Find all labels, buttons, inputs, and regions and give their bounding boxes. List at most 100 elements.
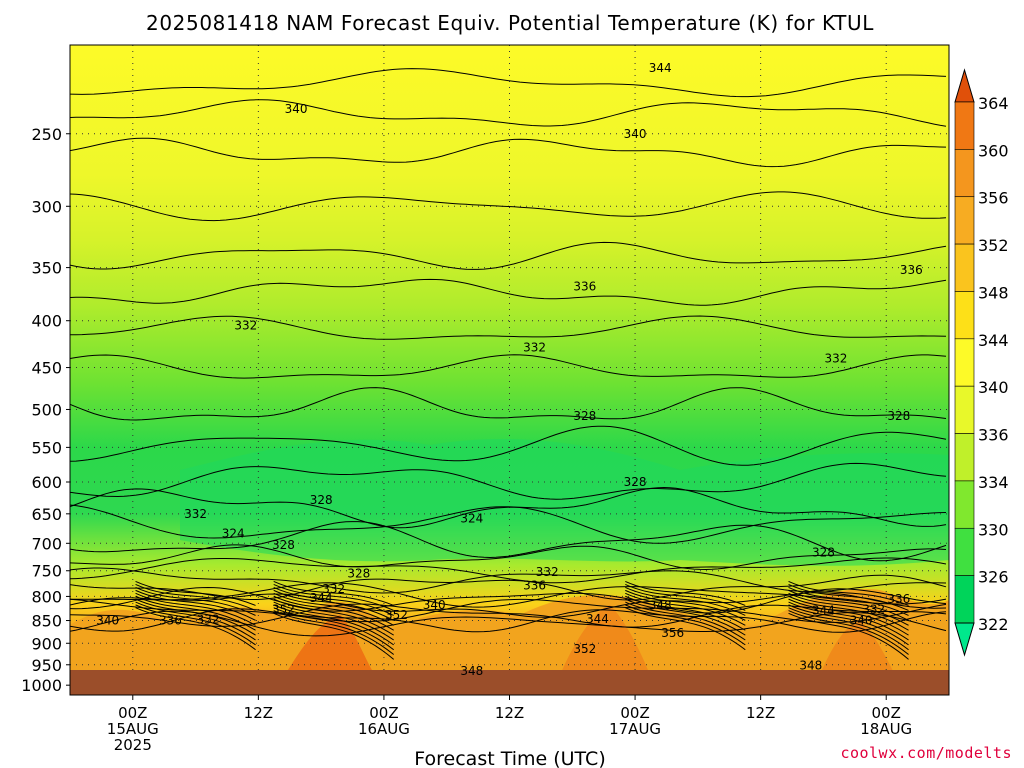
y-tick-label: 300 bbox=[31, 197, 62, 216]
contour-line bbox=[70, 557, 947, 584]
contour-label: 344 bbox=[586, 612, 609, 626]
contour-line bbox=[625, 589, 746, 621]
y-tick-label: 700 bbox=[31, 534, 62, 553]
contour-line bbox=[788, 586, 909, 616]
contour-line bbox=[788, 610, 909, 655]
contour-line bbox=[70, 610, 947, 637]
contour-line bbox=[625, 598, 746, 636]
moist-region bbox=[180, 439, 949, 566]
colorbar-segment bbox=[954, 338, 975, 387]
colorbar-label: 336 bbox=[978, 426, 1009, 445]
colorbar-label: 364 bbox=[978, 94, 1009, 113]
contour-line bbox=[625, 580, 746, 606]
contour-label: 348 bbox=[460, 664, 483, 678]
x-tick-label: 18AUG bbox=[860, 720, 912, 738]
y-tick-label: 800 bbox=[31, 587, 62, 606]
contour-label: 332 bbox=[184, 507, 207, 521]
contour-line bbox=[273, 580, 394, 606]
contour-line bbox=[70, 504, 947, 544]
contour-label: 356 bbox=[661, 626, 684, 640]
contour-label: 328 bbox=[310, 493, 333, 507]
contour-line bbox=[625, 607, 746, 651]
x-tick-label: 2025 bbox=[114, 736, 152, 754]
contour-line bbox=[70, 278, 947, 306]
colorbar-segment bbox=[954, 149, 975, 198]
colorbar-arrow-bottom bbox=[954, 622, 975, 657]
x-tick-label: 00Z bbox=[620, 704, 649, 722]
contour-line bbox=[135, 598, 256, 636]
contour-line bbox=[273, 583, 394, 611]
y-tick-label: 900 bbox=[31, 634, 62, 653]
colorbar-segment bbox=[954, 243, 975, 292]
contour-line bbox=[788, 580, 909, 606]
x-tick-label: 12Z bbox=[746, 704, 775, 722]
x-tick-label: 12Z bbox=[495, 704, 524, 722]
contour-label: 344 bbox=[310, 591, 333, 605]
contour-line bbox=[273, 604, 394, 646]
x-tick-label: 12Z bbox=[244, 704, 273, 722]
contour-line bbox=[135, 601, 256, 641]
x-tick-label: 17AUG bbox=[609, 720, 661, 738]
contour-line bbox=[788, 592, 909, 626]
contour-line bbox=[70, 608, 947, 633]
y-axis: 250 300 350 400 450 500 550 600 650 700 750 800 850 9… bbox=[21, 125, 70, 695]
contour-line bbox=[788, 595, 909, 631]
y-tick-label: 500 bbox=[31, 400, 62, 419]
contour-line bbox=[788, 607, 909, 651]
contour-line bbox=[625, 592, 746, 626]
y-tick-label: 600 bbox=[31, 473, 62, 492]
contour-line bbox=[135, 583, 256, 611]
contour-line bbox=[70, 99, 947, 127]
colorbar-label: 348 bbox=[978, 283, 1009, 302]
colorbar-label: 352 bbox=[978, 236, 1009, 255]
contour-line bbox=[135, 586, 256, 616]
x-tick-label: 15AUG bbox=[107, 720, 159, 738]
contour-line bbox=[788, 604, 909, 646]
contour-label: 328 bbox=[887, 409, 910, 423]
contour-line bbox=[273, 589, 394, 621]
contour-label: 332 bbox=[862, 603, 885, 617]
contour-line bbox=[70, 486, 947, 529]
contour-label: 336 bbox=[159, 614, 182, 628]
colorbar-segment bbox=[954, 291, 975, 340]
contour-line bbox=[70, 241, 947, 270]
colorbar-label: 330 bbox=[978, 520, 1009, 539]
ground-surface bbox=[70, 670, 949, 695]
colorbar-segment bbox=[954, 101, 975, 150]
y-tick-label: 450 bbox=[31, 359, 62, 378]
colorbar-label: 356 bbox=[978, 189, 1009, 208]
contour-label: 352 bbox=[385, 608, 408, 622]
contour-line bbox=[70, 354, 947, 379]
contour-line bbox=[70, 315, 947, 340]
contour-label: 344 bbox=[812, 604, 835, 618]
contour-line bbox=[788, 589, 909, 621]
contour-line bbox=[135, 592, 256, 626]
contour-label: 340 bbox=[850, 614, 873, 628]
contour-line bbox=[273, 598, 394, 636]
hot-region bbox=[285, 615, 375, 675]
contour-lines bbox=[70, 68, 947, 660]
contour-line bbox=[273, 595, 394, 631]
contour-label: 340 bbox=[285, 102, 308, 116]
y-tick-label: 350 bbox=[31, 259, 62, 278]
contour-line bbox=[273, 612, 395, 660]
contour-line bbox=[135, 604, 256, 646]
contour-line bbox=[273, 610, 395, 655]
y-tick-label: 400 bbox=[31, 312, 62, 331]
credit-link[interactable]: coolwx.com/modelts bbox=[840, 744, 1012, 762]
contour-line bbox=[273, 586, 394, 616]
contour-label: 332 bbox=[322, 582, 345, 596]
contour-line bbox=[70, 582, 947, 608]
colorbar-label: 360 bbox=[978, 141, 1009, 160]
colorbar-label: 334 bbox=[978, 473, 1009, 492]
contour-label: 336 bbox=[900, 263, 923, 277]
colorbar-segment bbox=[954, 480, 975, 529]
y-tick-label: 250 bbox=[31, 125, 62, 144]
contour-label: 332 bbox=[523, 341, 546, 355]
y-tick-label: 1000 bbox=[21, 676, 62, 695]
contour-line bbox=[135, 595, 256, 631]
